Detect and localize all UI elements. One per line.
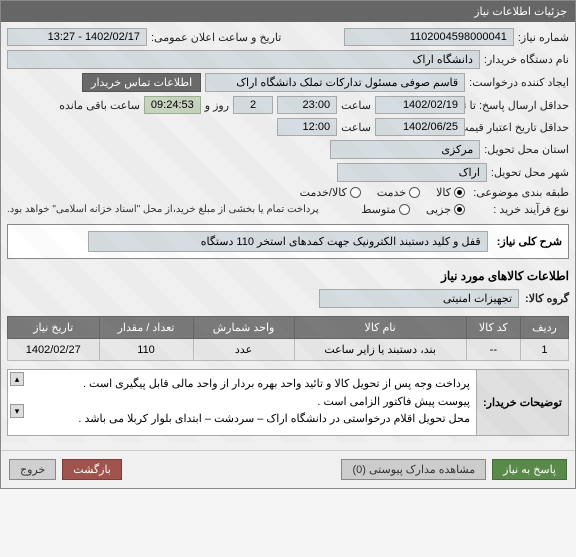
radio-service[interactable] <box>409 187 420 198</box>
goods-table: ردیف کد کالا نام کالا واحد شمارش تعداد /… <box>7 316 569 361</box>
buyer-note-line: محل تحویل اقلام درخواستی در دانشگاه اراک… <box>14 411 470 429</box>
days-count-value: 2 <box>233 96 273 114</box>
buyer-notes-text: ▴ ▾ پرداخت وجه پس از تحویل کالا و تائید … <box>8 370 476 435</box>
payment-note: پرداخت تمام یا بخشی از مبلغ خرید،از محل … <box>7 204 319 215</box>
creator-label: ایجاد کننده درخواست: <box>469 76 569 89</box>
city-label: شهر محل تحویل: <box>491 166 569 179</box>
time-label-1: ساعت <box>341 99 371 112</box>
radio-medium[interactable] <box>399 204 410 215</box>
buyer-notes-box: توضیحات خریدار: ▴ ▾ پرداخت وجه پس از تحو… <box>7 369 569 436</box>
buyer-org-label: نام دستگاه خریدار: <box>484 53 569 66</box>
creator-value: قاسم صوفی مسئول تدارکات تملک دانشگاه ارا… <box>205 73 465 92</box>
group-value: تجهیزات امنیتی <box>319 289 519 308</box>
group-label: گروه کالا: <box>525 292 569 305</box>
goods-section-title: اطلاعات کالاهای مورد نیاز <box>7 269 569 283</box>
scroll-down-icon[interactable]: ▾ <box>10 404 24 418</box>
radio-both-label: کالا/خدمت <box>300 186 347 199</box>
validity-label: حداقل تاریخ اعتبار قیمت: تا تاریخ: <box>469 121 569 134</box>
process-label: نوع فرآیند خرید : <box>469 203 569 216</box>
desc-label: شرح کلی نیاز: <box>497 235 562 248</box>
exit-button[interactable]: خروج <box>9 459 56 480</box>
cell-row: 1 <box>520 339 568 361</box>
buyer-org-value: دانشگاه اراک <box>7 50 480 69</box>
th-code: کد کالا <box>466 317 520 339</box>
radio-medium-label: متوسط <box>361 203 396 216</box>
buyer-notes-label: توضیحات خریدار: <box>476 370 568 435</box>
th-name: نام کالا <box>294 317 466 339</box>
time-label-2: ساعت <box>341 121 371 134</box>
contact-info-button[interactable]: اطلاعات تماس خریدار <box>82 73 201 92</box>
pub-date-value: 1402/02/17 - 13:27 <box>7 28 147 46</box>
radio-service-label: خدمت <box>377 186 406 199</box>
validity-time-value: 12:00 <box>277 118 337 136</box>
table-header-row: ردیف کد کالا نام کالا واحد شمارش تعداد /… <box>8 317 569 339</box>
th-qty: تعداد / مقدار <box>99 317 193 339</box>
cell-code: -- <box>466 339 520 361</box>
radio-goods[interactable] <box>454 187 465 198</box>
days-suffix: روز و <box>205 99 229 112</box>
remaining-time-value: 09:24:53 <box>144 96 201 114</box>
city-value: اراک <box>337 163 487 182</box>
radio-goods-label: کالا <box>436 186 451 199</box>
th-unit: واحد شمارش <box>193 317 294 339</box>
table-row[interactable]: 1 -- بند، دستبند یا زایر ساعت عدد 110 14… <box>8 339 569 361</box>
window-titlebar: جزئیات اطلاعات نیاز <box>1 1 575 22</box>
category-label: طبقه بندی موضوعی: <box>469 186 569 199</box>
cell-date: 1402/02/27 <box>8 339 100 361</box>
province-label: استان محل تحویل: <box>484 143 569 156</box>
need-no-value: 1102004598000041 <box>344 28 514 46</box>
process-radio-group: جزیی متوسط <box>361 203 465 216</box>
radio-partial-label: جزیی <box>426 203 451 216</box>
details-window: جزئیات اطلاعات نیاز شماره نیاز: 11020045… <box>0 0 576 489</box>
deadline-date-value: 1402/02/19 <box>375 96 465 114</box>
category-radio-group: کالا خدمت کالا/خدمت <box>300 186 465 199</box>
deadline-time-value: 23:00 <box>277 96 337 114</box>
remaining-suffix: ساعت باقی مانده <box>59 99 140 112</box>
cell-name: بند، دستبند یا زایر ساعت <box>294 339 466 361</box>
content-area: شماره نیاز: 1102004598000041 تاریخ و ساع… <box>1 22 575 442</box>
validity-date-value: 1402/06/25 <box>375 118 465 136</box>
footer-bar: پاسخ به نیاز مشاهده مدارک پیوستی (0) باز… <box>1 450 575 488</box>
cell-unit: عدد <box>193 339 294 361</box>
back-button[interactable]: بازگشت <box>62 459 122 480</box>
scroll-up-icon[interactable]: ▴ <box>10 372 24 386</box>
pub-date-label: تاریخ و ساعت اعلان عمومی: <box>151 31 281 44</box>
need-no-label: شماره نیاز: <box>518 31 569 44</box>
radio-both[interactable] <box>350 187 361 198</box>
respond-button[interactable]: پاسخ به نیاز <box>492 459 567 480</box>
th-date: تاریخ نیاز <box>8 317 100 339</box>
buyer-note-line: پیوست پیش فاکتور الزامی است . <box>14 394 470 412</box>
th-row: ردیف <box>520 317 568 339</box>
attachments-button[interactable]: مشاهده مدارک پیوستی (0) <box>341 459 486 480</box>
description-box: شرح کلی نیاز: قفل و کلید دستبند الکترونی… <box>7 224 569 259</box>
desc-text: قفل و کلید دستبند الکترونیک جهت کمدهای ا… <box>88 231 488 252</box>
radio-partial[interactable] <box>454 204 465 215</box>
deadline-label: حداقل ارسال پاسخ: تا تاریخ: <box>469 99 569 112</box>
buyer-note-line: پرداخت وجه پس از تحویل کالا و تائید واحد… <box>14 376 470 394</box>
province-value: مرکزی <box>330 140 480 159</box>
cell-qty: 110 <box>99 339 193 361</box>
